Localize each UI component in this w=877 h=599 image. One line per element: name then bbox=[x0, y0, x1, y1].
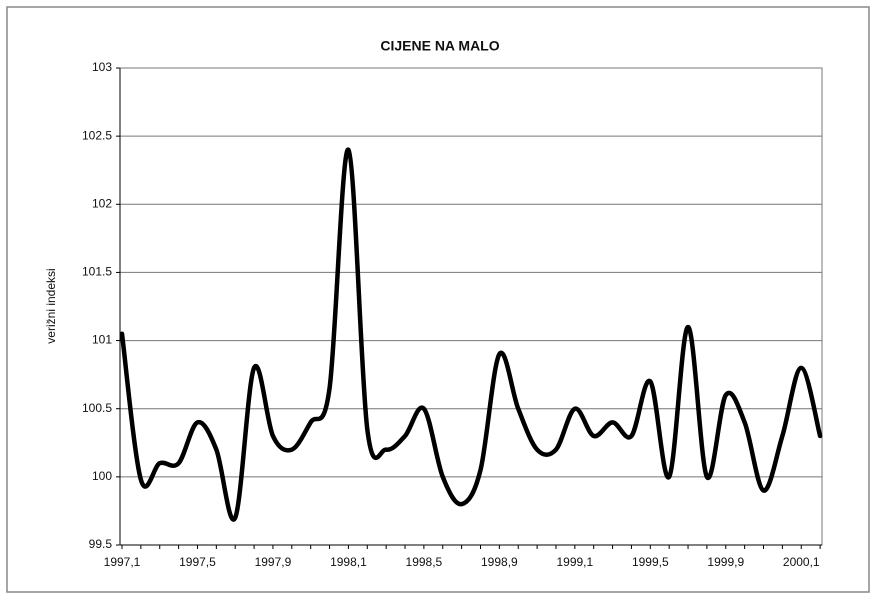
chart-frame bbox=[6, 6, 870, 593]
x-tick-label: 1999,1 bbox=[556, 555, 593, 569]
data-line bbox=[119, 147, 823, 522]
y-tick-label: 101 bbox=[92, 333, 112, 347]
y-tick-label: 101.5 bbox=[82, 265, 112, 279]
x-tick-label: 1997,5 bbox=[179, 555, 216, 569]
y-tick-label: 100 bbox=[92, 469, 112, 483]
chart-title: CIJENE NA MALO bbox=[380, 38, 499, 54]
y-tick-label: 102.5 bbox=[82, 128, 112, 142]
y-tick-label: 103 bbox=[92, 60, 112, 74]
x-tick-label: 1998,5 bbox=[406, 555, 443, 569]
x-tick-label: 1999,5 bbox=[632, 555, 669, 569]
x-tick-label: 1997,1 bbox=[104, 555, 141, 569]
x-tick-label: 1998,9 bbox=[481, 555, 518, 569]
y-tick-label: 100.5 bbox=[82, 401, 112, 415]
x-tick-label: 1998,1 bbox=[330, 555, 367, 569]
y-axis-label: verižni indeksi bbox=[44, 268, 58, 343]
x-tick-label: 1999,9 bbox=[707, 555, 744, 569]
x-tick-label: 1997,9 bbox=[255, 555, 292, 569]
y-tick-label: 99.5 bbox=[89, 537, 113, 551]
x-tick-label: 2000,1 bbox=[783, 555, 820, 569]
y-tick-label: 102 bbox=[92, 196, 112, 210]
